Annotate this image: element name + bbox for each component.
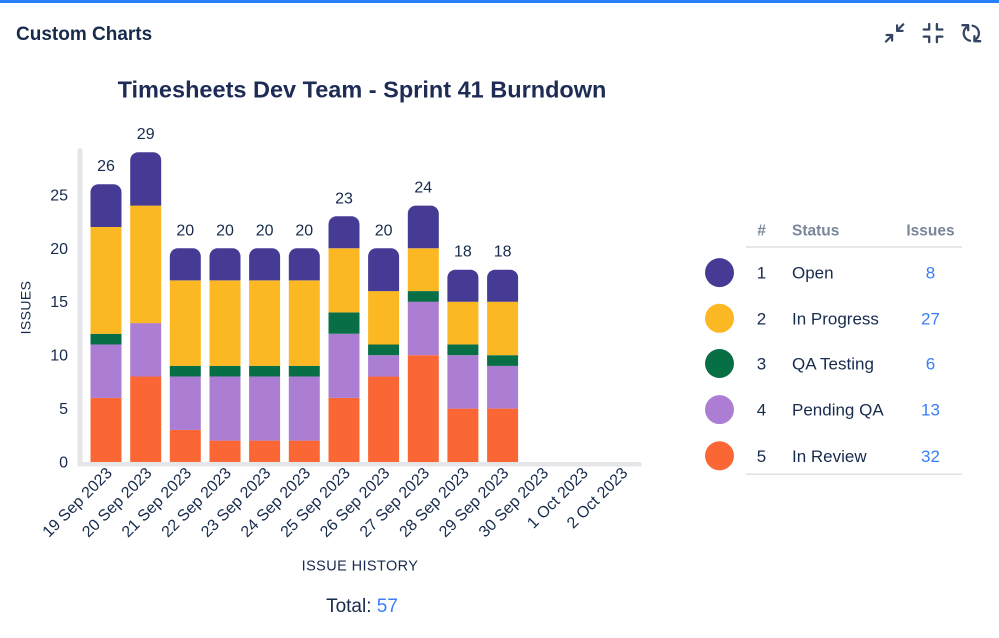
svg-text:2: 2 [757, 309, 766, 328]
svg-text:Pending QA: Pending QA [792, 401, 884, 420]
svg-text:26: 26 [97, 158, 115, 175]
svg-text:20: 20 [256, 222, 274, 239]
svg-text:18: 18 [454, 244, 472, 261]
svg-text:29: 29 [137, 126, 155, 143]
svg-text:1: 1 [757, 264, 766, 283]
svg-text:20: 20 [295, 222, 313, 239]
svg-text:23: 23 [335, 190, 353, 207]
svg-text:Total: 57: Total: 57 [326, 596, 398, 617]
svg-text:In Review: In Review [792, 447, 867, 466]
svg-text:20: 20 [375, 222, 393, 239]
svg-text:25: 25 [50, 187, 68, 204]
svg-text:13: 13 [921, 401, 940, 420]
svg-text:32: 32 [921, 447, 940, 466]
svg-text:20: 20 [176, 222, 194, 239]
svg-text:Open: Open [792, 264, 834, 283]
svg-text:0: 0 [59, 455, 68, 472]
svg-text:20: 20 [216, 222, 234, 239]
svg-text:24: 24 [414, 180, 432, 197]
svg-text:ISSUES: ISSUES [18, 281, 34, 335]
svg-text:ISSUE HISTORY: ISSUE HISTORY [302, 559, 419, 575]
svg-text:18: 18 [494, 244, 512, 261]
svg-text:5: 5 [59, 401, 68, 418]
svg-text:In Progress: In Progress [792, 309, 879, 328]
svg-text:4: 4 [757, 401, 766, 420]
svg-text:Status: Status [792, 223, 839, 240]
svg-text:8: 8 [926, 264, 935, 283]
svg-text:20: 20 [50, 241, 68, 258]
svg-text:10: 10 [50, 348, 68, 365]
svg-text:Issues: Issues [906, 223, 954, 240]
svg-text:5: 5 [757, 447, 766, 466]
svg-text:27: 27 [921, 309, 940, 328]
svg-text:6: 6 [926, 355, 935, 374]
svg-text:#: # [757, 223, 766, 240]
svg-text:3: 3 [757, 355, 766, 374]
svg-text:Timesheets Dev Team - Sprint 4: Timesheets Dev Team - Sprint 41 Burndown [118, 77, 607, 103]
svg-text:Custom Charts: Custom Charts [16, 24, 152, 45]
svg-text:15: 15 [50, 294, 68, 311]
svg-text:QA Testing: QA Testing [792, 355, 874, 374]
